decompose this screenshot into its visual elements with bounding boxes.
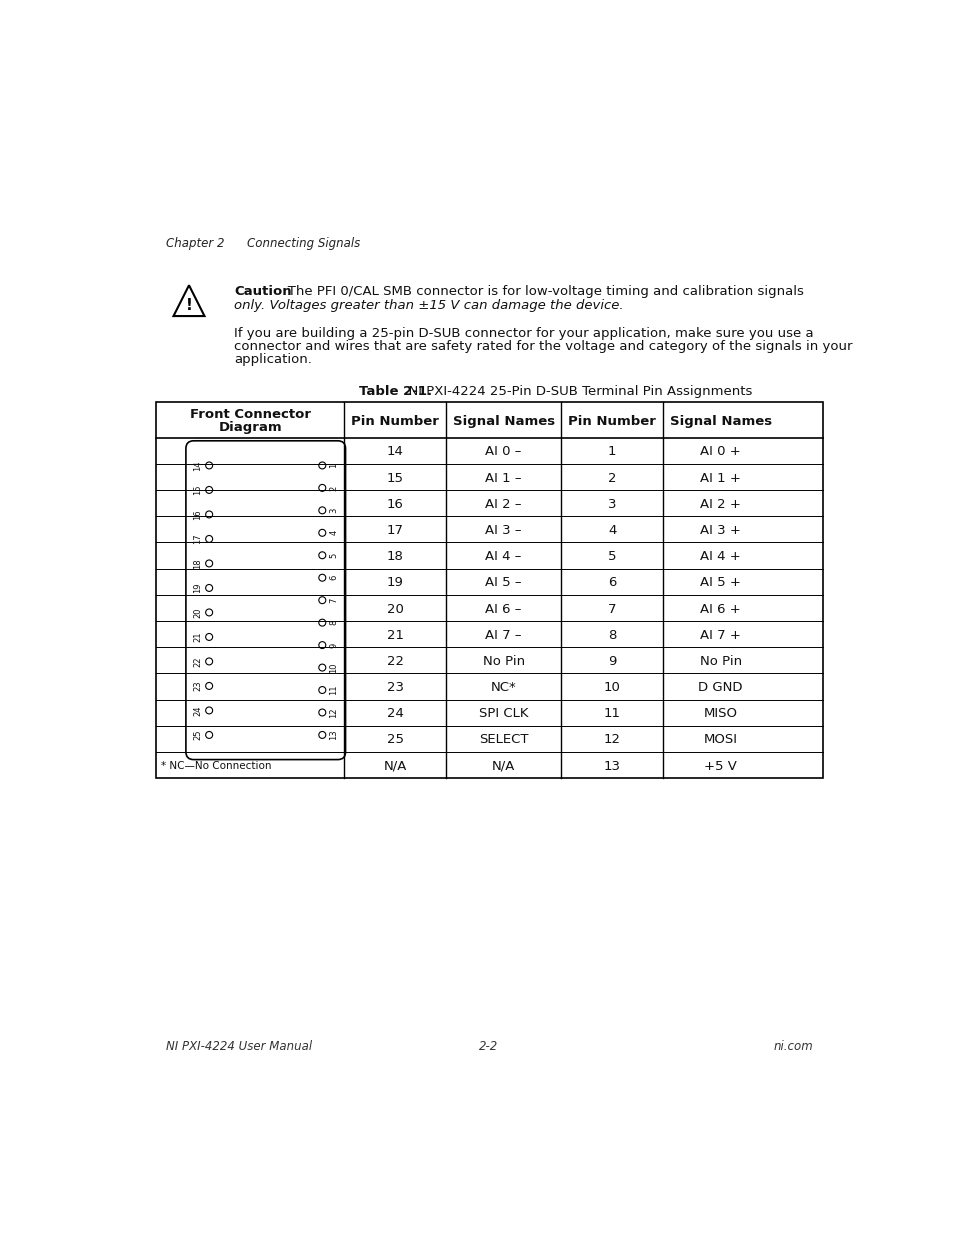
Text: AI 2 +: AI 2 + [700,498,740,511]
Text: 4: 4 [329,530,338,536]
Text: 23: 23 [193,680,202,692]
Text: 14: 14 [386,446,403,458]
Text: 13: 13 [603,760,620,773]
Text: 12: 12 [329,708,338,718]
Text: SELECT: SELECT [478,734,528,746]
Text: 20: 20 [386,603,403,615]
Text: Pin Number: Pin Number [351,415,438,427]
Text: 24: 24 [193,705,202,716]
Text: Pin Number: Pin Number [568,415,656,427]
Text: 10: 10 [329,662,338,673]
Text: D GND: D GND [698,680,742,694]
Text: Caution: Caution [233,285,292,299]
Text: 21: 21 [386,629,403,642]
Text: 1: 1 [329,463,338,468]
Text: 7: 7 [607,603,616,615]
Text: 8: 8 [607,629,616,642]
Text: MOSI: MOSI [703,734,737,746]
Text: ni.com: ni.com [772,1040,812,1053]
Text: 11: 11 [329,684,338,695]
Text: 19: 19 [193,583,202,593]
Bar [156,403,822,778]
Text: AI 1 +: AI 1 + [700,472,740,484]
Text: 9: 9 [607,655,616,668]
Text: 19: 19 [386,577,403,589]
Text: NI PXI-4224 25-Pin D-SUB Terminal Pin Assignments: NI PXI-4224 25-Pin D-SUB Terminal Pin As… [399,385,751,399]
Text: Chapter 2      Connecting Signals: Chapter 2 Connecting Signals [166,237,359,249]
Text: 25: 25 [193,730,202,740]
Text: 9: 9 [329,642,338,647]
Text: connector and wires that are safety rated for the voltage and category of the si: connector and wires that are safety rate… [233,340,852,353]
Text: 10: 10 [603,680,620,694]
Text: 2: 2 [607,472,616,484]
Text: 3: 3 [607,498,616,511]
Text: 1: 1 [607,446,616,458]
Text: application.: application. [233,353,312,366]
Text: Front Connector: Front Connector [190,409,311,421]
Text: Diagram: Diagram [218,421,282,433]
Text: 17: 17 [193,534,202,545]
Text: Table 2-1.: Table 2-1. [359,385,432,399]
Text: 13: 13 [329,730,338,740]
Text: 14: 14 [193,461,202,471]
Text: 25: 25 [386,734,403,746]
Text: 16: 16 [386,498,403,511]
Text: 11: 11 [603,708,620,720]
Text: 15: 15 [386,472,403,484]
Text: NI PXI-4224 User Manual: NI PXI-4224 User Manual [166,1040,312,1053]
Text: AI 4 +: AI 4 + [700,550,740,563]
Text: AI 0 +: AI 0 + [700,446,740,458]
Text: 6: 6 [329,576,338,580]
Text: Signal Names: Signal Names [452,415,554,427]
Text: No Pin: No Pin [482,655,524,668]
Text: 3: 3 [329,508,338,513]
Text: 23: 23 [386,680,403,694]
Text: MISO: MISO [703,708,737,720]
Text: 20: 20 [193,608,202,618]
Text: AI 6 –: AI 6 – [485,603,521,615]
Text: AI 1 –: AI 1 – [485,472,521,484]
Text: 2-2: 2-2 [478,1040,498,1053]
Text: 21: 21 [193,631,202,642]
Text: SPI CLK: SPI CLK [478,708,528,720]
Text: AI 2 –: AI 2 – [485,498,521,511]
Text: 22: 22 [193,656,202,667]
Text: NC*: NC* [490,680,516,694]
Text: 17: 17 [386,524,403,537]
Text: AI 3 +: AI 3 + [700,524,740,537]
Text: 16: 16 [193,509,202,520]
Text: AI 5 –: AI 5 – [485,577,521,589]
Text: * NC—No Connection: * NC—No Connection [161,761,272,771]
Text: AI 7 +: AI 7 + [700,629,740,642]
Text: 7: 7 [329,598,338,603]
Text: 22: 22 [386,655,403,668]
Text: only. Voltages greater than ±15 V can damage the device.: only. Voltages greater than ±15 V can da… [233,299,623,312]
Text: !: ! [186,298,193,312]
Text: N/A: N/A [383,760,406,773]
Text: No Pin: No Pin [699,655,740,668]
Text: AI 7 –: AI 7 – [485,629,521,642]
Text: AI 6 +: AI 6 + [700,603,740,615]
Text: If you are building a 25-pin D-SUB connector for your application, make sure you: If you are building a 25-pin D-SUB conne… [233,327,813,340]
Text: 18: 18 [386,550,403,563]
Text: 5: 5 [329,552,338,558]
Text: The PFI 0/CAL SMB connector is for low-voltage timing and calibration signals: The PFI 0/CAL SMB connector is for low-v… [274,285,803,299]
Text: AI 4 –: AI 4 – [485,550,521,563]
Text: 15: 15 [193,484,202,495]
Text: 12: 12 [603,734,620,746]
Text: 6: 6 [607,577,616,589]
Text: Signal Names: Signal Names [669,415,771,427]
Text: AI 5 +: AI 5 + [700,577,740,589]
Text: 2: 2 [329,485,338,490]
Text: 4: 4 [607,524,616,537]
Text: 24: 24 [386,708,403,720]
Text: AI 3 –: AI 3 – [485,524,521,537]
Text: +5 V: +5 V [703,760,737,773]
Text: AI 0 –: AI 0 – [485,446,521,458]
Text: 18: 18 [193,558,202,569]
Text: 5: 5 [607,550,616,563]
Text: 8: 8 [329,620,338,625]
Text: N/A: N/A [492,760,515,773]
